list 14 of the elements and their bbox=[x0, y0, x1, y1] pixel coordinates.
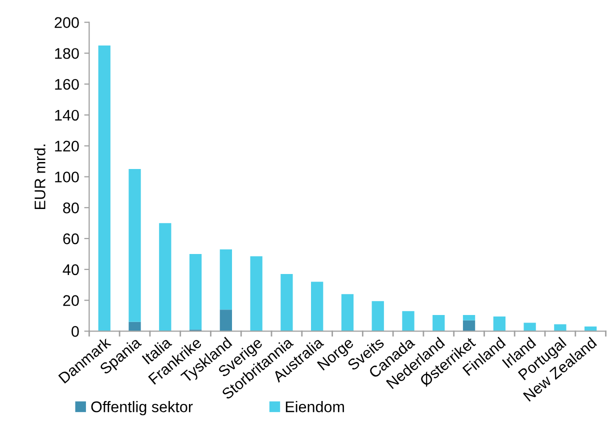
y-tick-label: 40 bbox=[62, 264, 79, 276]
y-tick-label: 200 bbox=[54, 17, 79, 28]
legend-label: Offentlig sektor bbox=[91, 401, 193, 416]
y-tick-label: 60 bbox=[63, 233, 79, 244]
y-tick-label: 0 bbox=[72, 326, 79, 337]
y-tick-label: 160 bbox=[55, 78, 79, 90]
legend-label: Eiendom bbox=[286, 401, 344, 412]
y-tick-label: 140 bbox=[55, 110, 79, 121]
y-tick-label: 120 bbox=[55, 140, 79, 152]
y-tick-label: 100 bbox=[55, 172, 79, 182]
y-tick-label: 80 bbox=[63, 202, 79, 214]
y-axis-title: EUR mrd. bbox=[34, 144, 46, 210]
y-tick-label: 20 bbox=[63, 295, 79, 306]
y-tick-label: 180 bbox=[55, 48, 79, 59]
